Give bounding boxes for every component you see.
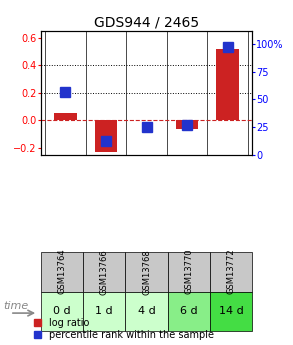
Legend: log ratio, percentile rank within the sample: log ratio, percentile rank within the sa… — [34, 318, 214, 340]
Text: 6 d: 6 d — [180, 306, 197, 316]
Text: GSM13764: GSM13764 — [58, 249, 67, 295]
Bar — [54, 114, 76, 120]
Text: 1 d: 1 d — [96, 306, 113, 316]
Text: GSM13766: GSM13766 — [100, 249, 109, 295]
Text: 14 d: 14 d — [219, 306, 243, 316]
Text: GSM13770: GSM13770 — [184, 249, 193, 295]
Bar — [176, 120, 198, 129]
Text: 0 d: 0 d — [53, 306, 71, 316]
Bar — [95, 120, 117, 152]
Title: GDS944 / 2465: GDS944 / 2465 — [94, 16, 199, 30]
Text: GSM13768: GSM13768 — [142, 249, 151, 295]
Bar — [217, 49, 239, 120]
Text: time: time — [3, 301, 28, 311]
Text: GSM13772: GSM13772 — [226, 249, 235, 295]
Text: 4 d: 4 d — [138, 306, 155, 316]
